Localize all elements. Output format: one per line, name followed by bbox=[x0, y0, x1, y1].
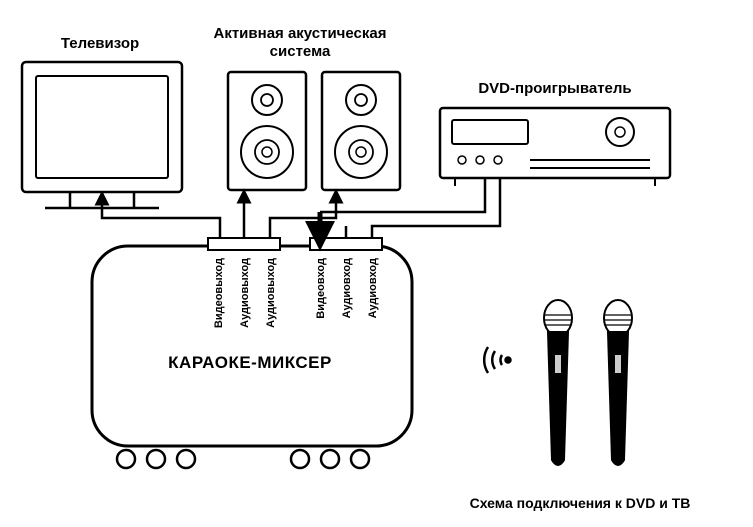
speaker-right-icon bbox=[322, 72, 400, 190]
microphone-1-icon bbox=[544, 300, 572, 465]
mixer-label: КАРАОКЕ-МИКСЕР bbox=[100, 353, 400, 373]
speaker-left-icon bbox=[228, 72, 306, 190]
port-audio-in1: Аудиовход bbox=[341, 258, 353, 318]
dvd-icon bbox=[440, 108, 670, 186]
wireless-icon bbox=[484, 347, 510, 373]
port-video-in: Видеовход bbox=[315, 258, 327, 319]
dvd-label: DVD-проигрыватель bbox=[445, 80, 665, 98]
caption-label: Схема подключения к DVD и ТВ bbox=[430, 495, 730, 512]
port-audio-out1: Аудиовыход bbox=[239, 258, 251, 328]
tv-label: Телевизор bbox=[20, 35, 180, 53]
cables bbox=[102, 178, 500, 238]
port-audio-in2: Аудиовход bbox=[367, 258, 379, 318]
tv-icon bbox=[22, 62, 182, 208]
speakers-label: Активная акустическая система bbox=[190, 25, 410, 61]
port-video-out: Видеовыход bbox=[213, 258, 225, 328]
port-audio-out2: Аудиовыход bbox=[265, 258, 277, 328]
microphone-2-icon bbox=[604, 300, 632, 465]
